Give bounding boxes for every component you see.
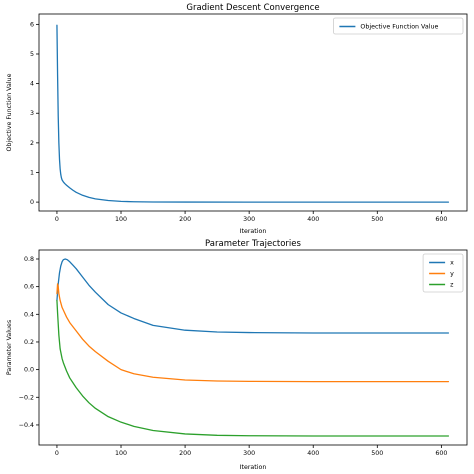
x-tick-label: 200 <box>179 216 191 223</box>
ticks: 0 100 200 300 400 500 600 0 1 2 3 4 5 6 <box>30 21 447 223</box>
x-tick-label: 500 <box>371 450 383 457</box>
y-tick-label: 0.6 <box>24 284 34 291</box>
axes-frame <box>38 249 468 446</box>
legend: xyz <box>422 253 464 293</box>
y-tick-label: 1 <box>30 169 34 176</box>
x-axis-label: Iteration <box>240 228 267 235</box>
series-line-x <box>56 258 450 334</box>
x-tick-label: 600 <box>435 216 447 223</box>
y-tick-label: 0.0 <box>24 367 34 374</box>
y-tick-label: 6 <box>30 21 34 28</box>
x-tick-label: 400 <box>307 450 319 457</box>
chart-objective: Gradient Descent Convergence Iteration O… <box>6 3 468 235</box>
legend-box <box>332 17 464 35</box>
x-tick-label: 500 <box>371 216 383 223</box>
series-line-objective-function-value <box>56 24 450 203</box>
y-tick-label: 5 <box>30 51 34 58</box>
plot-area <box>56 258 450 437</box>
legend-label: y <box>450 271 454 278</box>
legend-label: z <box>450 282 454 289</box>
chart-title: Parameter Trajectories <box>205 239 301 249</box>
y-tick-label: 0.4 <box>24 311 34 318</box>
x-tick-label: 600 <box>435 450 447 457</box>
x-tick-label: 200 <box>179 450 191 457</box>
y-tick-label: −0.4 <box>19 422 34 429</box>
chart-title: Gradient Descent Convergence <box>186 3 319 13</box>
y-tick-label: 3 <box>30 110 34 117</box>
series-line-y <box>56 283 450 383</box>
plot-area <box>56 24 450 203</box>
x-tick-label: 100 <box>115 216 127 223</box>
y-tick-label: 0.2 <box>24 339 34 346</box>
y-tick-label: 0 <box>30 199 34 206</box>
x-tick-label: 0 <box>55 216 59 223</box>
ticks: 0 100 200 300 400 500 600 −0.4 −0.2 0.0 0.2 0.4 0.6 0… <box>19 256 448 457</box>
x-tick-label: 0 <box>55 450 59 457</box>
y-tick-label: −0.2 <box>19 394 34 401</box>
y-tick-label: 2 <box>30 140 34 147</box>
chart-parameters: Parameter Trajectories Iteration Paramet… <box>6 239 468 471</box>
y-axis-label: Parameter Values <box>6 320 13 375</box>
legend-label: Objective Function Value <box>360 24 438 31</box>
x-tick-label: 300 <box>243 216 255 223</box>
legend: Objective Function Value <box>332 17 464 35</box>
y-tick-label: 4 <box>30 81 34 88</box>
legend-label: x <box>450 260 454 267</box>
y-tick-label: 0.8 <box>24 256 34 263</box>
x-tick-label: 400 <box>307 216 319 223</box>
x-axis-label: Iteration <box>240 464 267 471</box>
x-tick-label: 100 <box>115 450 127 457</box>
y-axis-label: Objective Function Value <box>6 73 13 151</box>
x-tick-label: 300 <box>243 450 255 457</box>
axes-frame <box>38 13 468 212</box>
series-line-z <box>56 299 450 437</box>
